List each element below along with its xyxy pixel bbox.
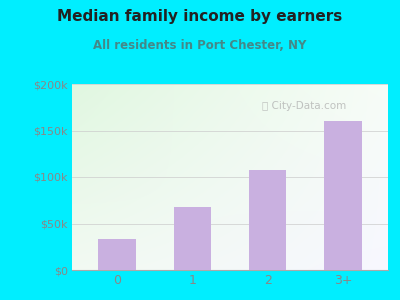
Text: All residents in Port Chester, NY: All residents in Port Chester, NY (93, 39, 307, 52)
Bar (249, 170, 286, 270)
Bar (174, 207, 211, 270)
Bar (324, 121, 362, 270)
Text: ⓘ City-Data.com: ⓘ City-Data.com (262, 101, 346, 111)
Text: Median family income by earners: Median family income by earners (57, 9, 343, 24)
Bar (98, 239, 136, 270)
